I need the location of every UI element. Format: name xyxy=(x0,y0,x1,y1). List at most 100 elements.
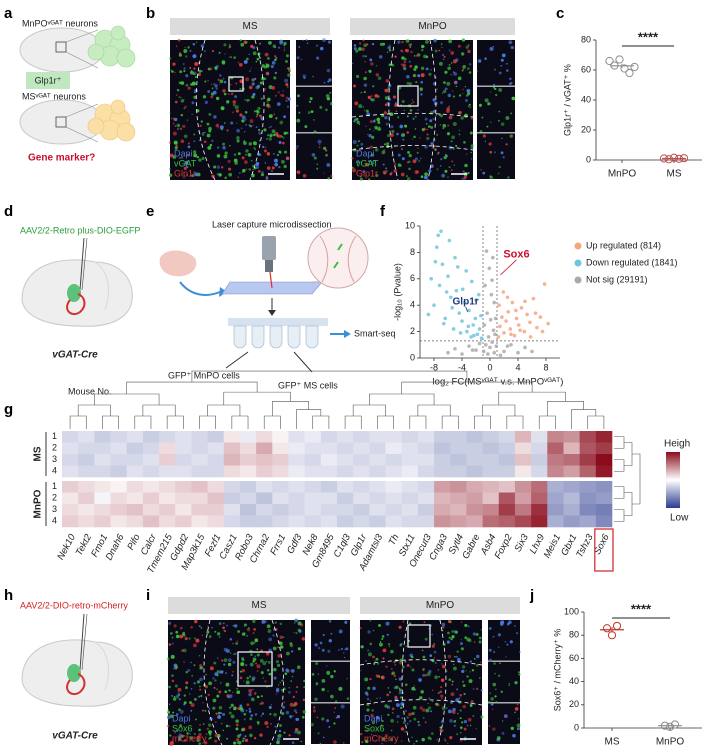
heatmap-cell xyxy=(531,431,548,443)
cell-signal xyxy=(275,56,278,59)
cell-signal xyxy=(192,150,197,154)
cell-signal xyxy=(200,627,203,629)
cell-signal xyxy=(258,131,262,135)
dendrogram xyxy=(587,415,605,429)
cell-signal xyxy=(455,85,458,88)
annotation-label: Sox6 xyxy=(503,249,529,261)
cell-signal xyxy=(432,689,434,691)
cell-signal xyxy=(245,149,249,153)
cell-signal xyxy=(218,173,222,177)
heatmap-cell xyxy=(466,454,483,466)
cell-signal xyxy=(386,633,389,636)
cell-signal xyxy=(178,156,181,159)
cell-signal xyxy=(248,70,251,72)
injection-site xyxy=(67,284,81,302)
data-point xyxy=(470,279,474,284)
cell-signal xyxy=(275,163,278,166)
cell-signal xyxy=(475,633,479,636)
cell-signal xyxy=(199,666,203,670)
cell-signal xyxy=(321,678,326,683)
heatmap-cell xyxy=(191,465,208,478)
cell-signal xyxy=(282,705,286,709)
cell-signal xyxy=(244,40,248,44)
data-point xyxy=(492,300,497,305)
cell-signal xyxy=(435,702,438,706)
cell-signal xyxy=(219,670,224,674)
heatmap-cell xyxy=(369,465,386,478)
cell-signal xyxy=(482,134,486,138)
cell-signal xyxy=(311,153,316,157)
header-label: MnPO xyxy=(418,21,447,32)
cell-signal xyxy=(256,695,260,699)
cell-signal xyxy=(415,170,419,174)
cell-signal xyxy=(367,630,371,634)
cell-signal xyxy=(296,145,299,148)
cell-signal xyxy=(236,687,239,690)
cell-signal xyxy=(266,100,268,102)
cell-signal xyxy=(207,723,212,727)
cell-signal xyxy=(175,630,179,634)
cell-signal xyxy=(456,733,459,736)
cell-signal xyxy=(250,653,253,656)
cell-signal xyxy=(360,146,363,149)
cell-signal xyxy=(240,728,245,732)
cell-signal xyxy=(273,712,277,717)
cell-signal xyxy=(261,77,265,81)
cell-signal xyxy=(365,109,369,113)
cell-signal xyxy=(223,80,227,84)
cell-signal xyxy=(364,45,366,47)
cell-signal xyxy=(495,688,497,691)
cell-signal xyxy=(218,51,221,54)
heatmap-cell xyxy=(595,492,613,505)
brain-detail xyxy=(94,261,109,311)
cell-signal xyxy=(283,115,287,119)
cell-signal xyxy=(246,635,248,637)
cell-signal xyxy=(384,103,388,107)
cell-signal xyxy=(275,693,278,695)
cell-signal xyxy=(255,126,258,129)
cell-signal xyxy=(402,620,405,623)
cell-signal xyxy=(206,727,210,731)
cell-signal xyxy=(458,133,461,136)
dendrogram xyxy=(296,409,322,429)
cell-signal xyxy=(462,665,466,669)
micrograph xyxy=(477,133,515,180)
data-point xyxy=(615,55,624,64)
cell-signal xyxy=(254,148,256,151)
data-point xyxy=(486,335,491,339)
heatmap-cell xyxy=(482,492,500,505)
cell-signal xyxy=(237,176,240,178)
cell-signal xyxy=(244,160,248,164)
roi-box xyxy=(228,76,244,92)
cell-signal xyxy=(263,128,267,132)
cell-signal xyxy=(394,103,398,107)
panel-letter: c xyxy=(556,5,564,22)
cell-signal xyxy=(208,737,211,740)
cell-signal xyxy=(455,698,460,702)
data-point xyxy=(542,282,547,286)
cell-signal xyxy=(217,715,221,719)
cell-signal xyxy=(444,70,448,74)
cell-signal xyxy=(268,114,273,119)
heatmap-cell xyxy=(514,492,532,505)
cell-signal xyxy=(428,628,430,630)
cell-signal xyxy=(169,632,173,635)
cell-signal xyxy=(388,645,391,648)
heatmap-cell xyxy=(288,504,305,516)
cell-signal xyxy=(409,666,412,668)
cell-signal xyxy=(428,706,432,710)
cell-signal xyxy=(327,177,330,180)
cell-signal xyxy=(493,651,496,653)
cell-signal xyxy=(244,131,246,133)
cell-signal xyxy=(479,708,482,711)
cell-signal xyxy=(371,42,375,46)
cell-signal xyxy=(296,717,300,721)
data-point xyxy=(469,335,473,339)
cell-signal xyxy=(235,723,239,727)
cell-signal xyxy=(190,709,193,712)
cell-signal xyxy=(396,132,399,136)
cell-signal xyxy=(389,133,394,137)
cell-signal xyxy=(480,689,483,692)
micrograph xyxy=(296,38,332,86)
data-point xyxy=(533,311,538,315)
